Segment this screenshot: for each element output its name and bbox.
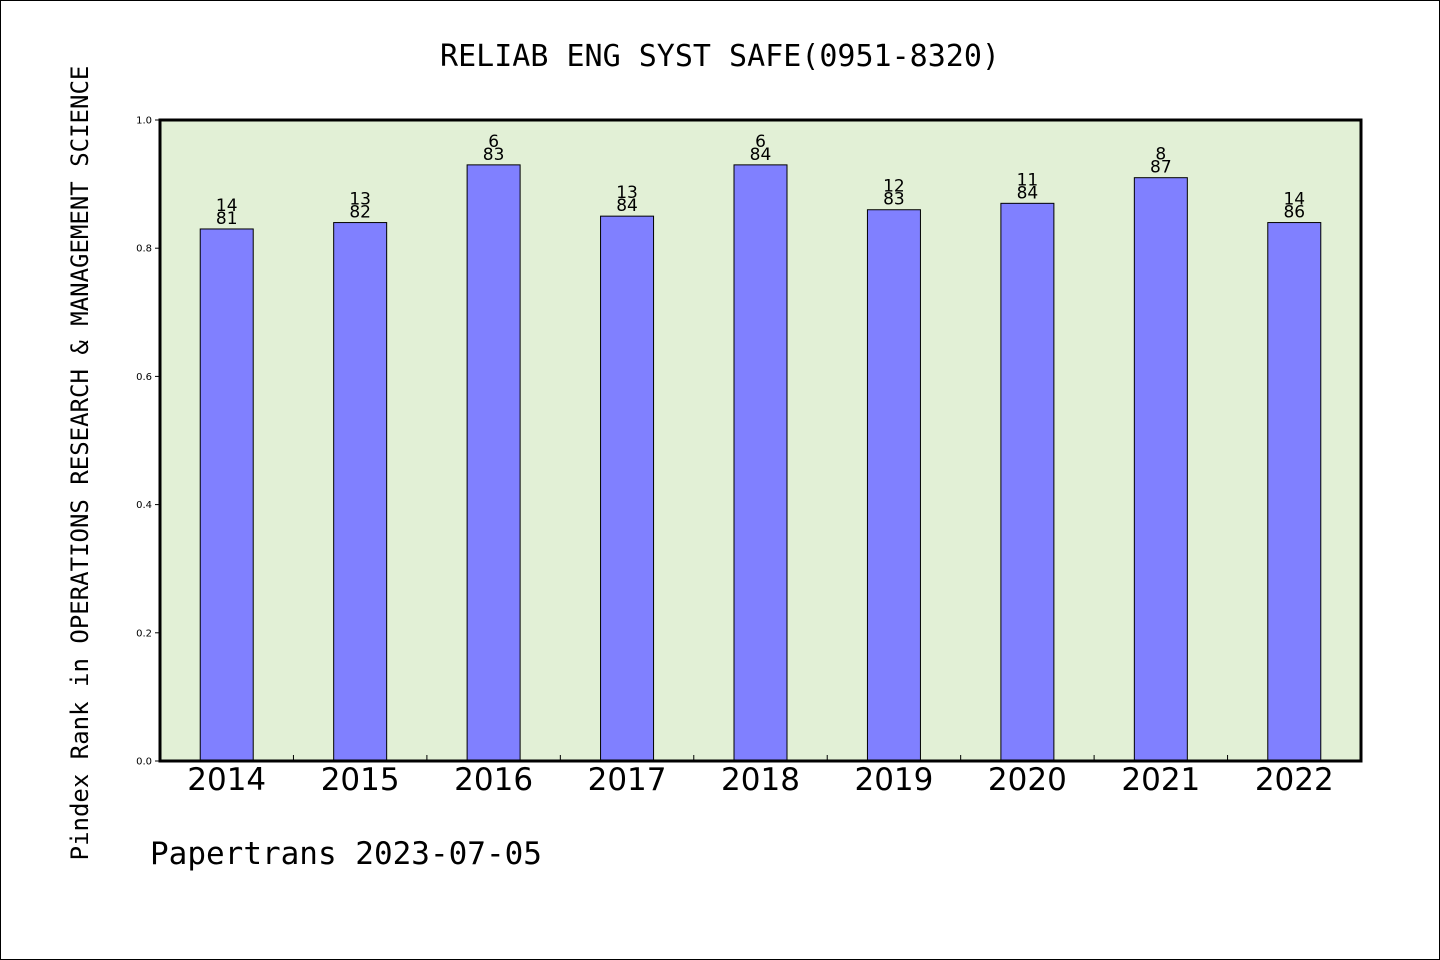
bar-rank-label: 6 bbox=[488, 132, 499, 152]
bar-total-label: 84 bbox=[1017, 183, 1039, 203]
x-tick-label: 2015 bbox=[321, 762, 400, 798]
plot-border bbox=[158, 118, 1363, 763]
y-tick-label: 0.6 bbox=[136, 372, 152, 383]
bar bbox=[333, 222, 388, 762]
bar-rank-label: 8 bbox=[1155, 145, 1166, 165]
x-axis-ticks: 2014 2015 2016 2017 2018 2019 2020 2021 2022 bbox=[187, 755, 1334, 798]
y-tick-label: 0.8 bbox=[136, 244, 152, 255]
bar-total-label: 83 bbox=[483, 145, 505, 165]
y-tick-label: 0.4 bbox=[136, 500, 152, 511]
y-tick-label: 0.0 bbox=[136, 757, 152, 768]
x-tick-label: 2016 bbox=[454, 762, 533, 798]
bar-total-label: 81 bbox=[216, 209, 238, 229]
bar-total-label: 84 bbox=[616, 196, 638, 216]
bar-rank-label: 13 bbox=[616, 183, 638, 203]
bar-total-label: 83 bbox=[883, 190, 905, 210]
bar bbox=[733, 164, 788, 762]
bar-total-label: 84 bbox=[750, 145, 772, 165]
bar bbox=[466, 164, 521, 762]
bar-total-label: 82 bbox=[349, 203, 371, 223]
y-axis-ticks: 0.0 0.2 0.4 0.6 0.8 1.0 bbox=[136, 116, 160, 768]
footer-credit: Papertrans 2023-07-05 bbox=[150, 836, 542, 872]
bar-rank-label: 14 bbox=[216, 196, 238, 216]
x-tick-label: 2020 bbox=[988, 762, 1067, 798]
bar bbox=[1267, 222, 1322, 762]
bar bbox=[600, 215, 655, 762]
bar-total-label: 87 bbox=[1150, 158, 1172, 178]
x-tick-label: 2021 bbox=[1121, 762, 1200, 798]
bar-rank-label: 13 bbox=[349, 190, 371, 210]
bar bbox=[199, 228, 254, 762]
x-tick-label: 2022 bbox=[1255, 762, 1334, 798]
bar bbox=[1000, 202, 1055, 762]
bar-rank-label: 12 bbox=[883, 177, 905, 197]
bar bbox=[866, 209, 921, 762]
bar-rank-label: 6 bbox=[755, 132, 766, 152]
bar-rank-label: 14 bbox=[1283, 190, 1305, 210]
x-tick-label: 2017 bbox=[588, 762, 667, 798]
bar-total-label: 86 bbox=[1283, 203, 1305, 223]
y-axis-label: Pindex Rank in OPERATIONS RESEARCH & MAN… bbox=[66, 66, 94, 861]
bar-rank-label: 11 bbox=[1017, 170, 1039, 190]
x-tick-label: 2014 bbox=[187, 762, 266, 798]
y-tick-label: 1.0 bbox=[136, 116, 152, 127]
x-tick-label: 2019 bbox=[854, 762, 933, 798]
bar bbox=[1133, 177, 1188, 762]
y-tick-label: 0.2 bbox=[136, 628, 152, 639]
chart-title: RELIAB ENG SYST SAFE(0951-8320) bbox=[440, 39, 1000, 74]
x-tick-label: 2018 bbox=[721, 762, 800, 798]
